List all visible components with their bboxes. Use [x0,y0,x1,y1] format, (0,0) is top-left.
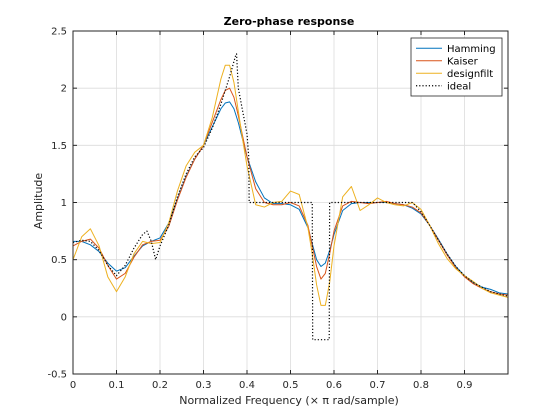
series-line-ideal [72,53,509,341]
series-line-designfilt [72,64,509,306]
legend-label: ideal [447,81,471,92]
y-tick-label: 0 [61,312,67,323]
series-line-kaiser [72,87,509,296]
y-axis-label: Amplitude [32,173,45,230]
x-tick-label: 0 [70,380,76,391]
x-tick-label: 0.3 [196,380,212,391]
y-tick-label: 1 [61,198,67,209]
legend-label: Hamming [447,44,496,55]
chart-title: Zero-phase response [224,15,355,28]
x-axis-label: Normalized Frequency (× π rad/sample) [179,394,399,407]
x-tick-label: 0.2 [152,380,168,391]
x-tick-label: 0.8 [413,380,429,391]
series-lines [72,53,509,341]
y-tick-label: 1.5 [51,141,67,152]
y-tick-label: 0.5 [51,255,67,266]
y-tick-label: -0.5 [47,370,67,381]
x-tick-label: 0.7 [370,380,386,391]
x-tick-label: 0.4 [239,380,255,391]
x-tick-label: 0.9 [457,380,473,391]
x-tick-label: 0.6 [326,380,342,391]
x-tick-label: 0.1 [109,380,125,391]
legend-label: Kaiser [447,56,479,67]
axis-ticks: 0 0.1 0.2 0.3 0.4 0.5 0.6 0.7 0.8 0.9-0.500.511.5… [47,27,508,391]
y-tick-label: 2.5 [51,27,67,38]
legend-label: designfilt [447,69,493,80]
y-tick-label: 2 [61,84,67,95]
x-tick-label: 0.5 [283,380,299,391]
